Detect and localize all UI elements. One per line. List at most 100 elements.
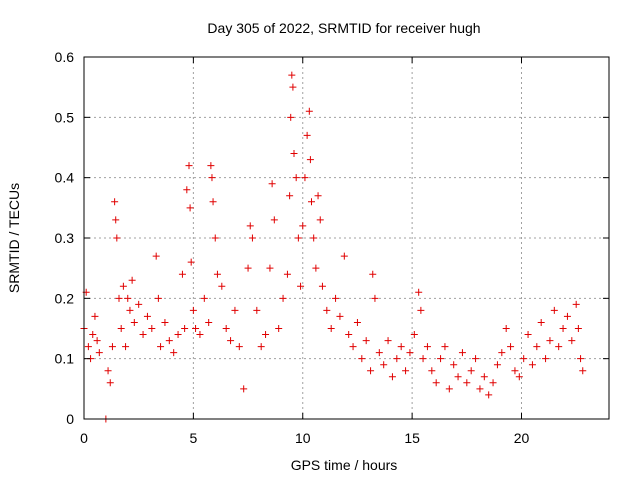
data-point [568,337,576,345]
data-point [253,306,261,314]
data-point [113,234,121,242]
data-point [106,379,114,387]
data-point [289,83,297,91]
data-point [111,198,119,206]
data-point [205,318,213,326]
data-point [458,349,466,357]
data-point [467,367,475,375]
data-point [417,306,425,314]
data-point [161,318,169,326]
chart-title: Day 305 of 2022, SRMTID for receiver hug… [207,20,480,36]
data-point [402,367,410,375]
data-point [89,331,97,339]
data-point [380,361,388,369]
data-point [152,252,160,260]
data-point [524,331,532,339]
data-point [185,162,193,170]
data-point [375,349,383,357]
data-point [91,312,99,320]
y-tick-label: 0 [66,411,74,427]
x-tick-label: 5 [189,430,197,446]
data-point [358,355,366,363]
data-point [218,282,226,290]
data-point [301,174,309,182]
data-point [388,373,396,381]
data-point [122,343,130,351]
data-point [367,367,375,375]
x-axis-label: GPS time / hours [291,457,398,473]
data-point [211,234,219,242]
data-point [371,294,379,302]
y-tick-label: 0.4 [55,170,75,186]
data-point [279,294,287,302]
data-point [186,204,194,212]
data-point [550,306,558,314]
y-tick-label: 0.3 [55,230,75,246]
data-point [119,282,127,290]
data-point [112,216,120,224]
data-point [577,355,585,363]
data-point [507,343,515,351]
data-point [227,337,235,345]
data-point [209,198,217,206]
data-point [574,325,582,332]
data-point [542,355,550,363]
data-point [498,349,506,357]
data-point [353,318,361,326]
data-point [406,349,414,357]
data-point [157,343,165,351]
data-point [213,270,221,278]
data-point [154,294,162,302]
data-point [485,391,493,399]
x-tick-label: 15 [404,430,420,446]
data-point [148,325,156,332]
data-point [165,337,173,345]
data-point [515,373,523,381]
data-point [130,318,138,326]
data-point [323,306,331,314]
data-point [511,367,519,375]
data-point [287,113,295,121]
data-point [95,349,103,357]
data-point [244,264,252,272]
data-point [275,325,283,332]
data-point [437,355,445,363]
data-point [428,367,436,375]
data-point [283,270,291,278]
data-point [489,379,497,387]
x-tick-label: 10 [295,430,311,446]
data-point [200,294,208,302]
data-point [432,379,440,387]
data-point [415,288,423,296]
data-point [178,270,186,278]
data-point [520,355,528,363]
data-point [537,318,545,326]
data-point [419,355,427,363]
data-point [423,343,431,351]
data-point [393,355,401,363]
data-point [268,180,276,188]
data-point [297,282,305,290]
data-point [502,325,510,332]
y-axis-label: SRMTID / TECUs [6,183,22,293]
data-point [240,385,248,393]
data-point [290,150,298,158]
x-tick-label: 20 [514,430,530,446]
data-point [174,331,182,339]
data-point [555,343,563,351]
data-point [288,71,296,79]
data-point [563,312,571,320]
data-point [336,312,344,320]
data-point [196,331,204,339]
data-point [312,264,320,272]
data-point [528,361,536,369]
data-point [104,367,112,375]
y-tick-label: 0.2 [55,290,75,306]
data-point [292,174,300,182]
data-point [345,331,353,339]
data-point [310,234,318,242]
y-tick-label: 0.6 [55,49,75,65]
data-point [450,361,458,369]
data-point [192,325,200,332]
